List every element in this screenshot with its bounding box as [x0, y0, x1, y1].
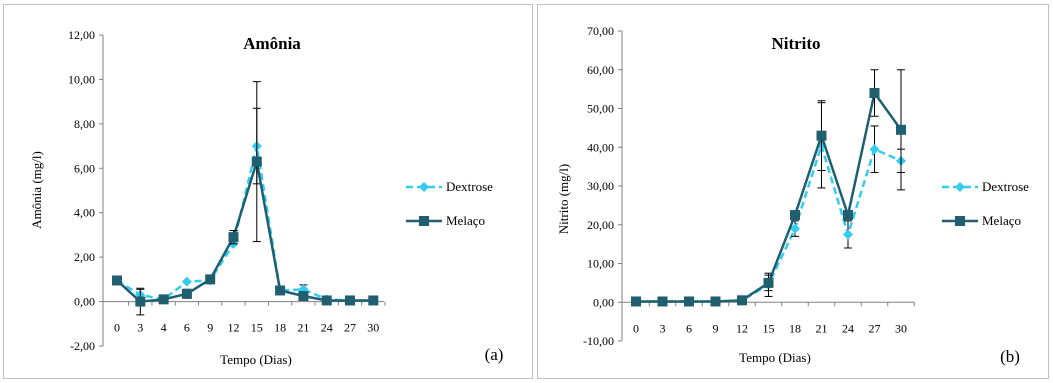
x-tick-label: 30: [895, 321, 907, 335]
data-point-square: [158, 294, 169, 305]
y-axis-label: Amônia (mg/l): [29, 151, 44, 229]
y-tick-label: -2,00: [70, 339, 95, 353]
data-point-square: [763, 277, 774, 288]
x-tick-label: 27: [869, 321, 881, 335]
data-point-square: [251, 156, 262, 167]
chart-title: Amônia: [243, 34, 301, 53]
x-tick-label: 0: [114, 321, 120, 335]
y-tick-label: 0,00: [593, 295, 614, 309]
x-tick-label: 12: [228, 321, 240, 335]
series-line-dextrose: [116, 145, 374, 302]
data-point-square: [368, 295, 379, 306]
x-tick-label: 21: [297, 321, 309, 335]
legend-marker-diamond: [955, 182, 965, 192]
data-point-square: [298, 291, 309, 302]
legend-marker-square: [419, 216, 429, 226]
x-tick-label: 24: [321, 321, 333, 335]
data-point-square: [657, 296, 668, 307]
y-tick-label: 0,00: [74, 295, 95, 309]
data-point-square: [321, 295, 332, 306]
y-tick-label: 8,00: [74, 117, 95, 131]
nitrite-chart-panel: Nitrito Nitrito (mg/l) Tempo (Dias) (b) …: [537, 4, 1049, 379]
series-line-melaço: [116, 161, 374, 303]
y-tick-label: 50,00: [587, 102, 614, 116]
y-tick-label: 10,00: [587, 257, 614, 271]
data-point-square: [112, 275, 122, 286]
x-tick-label: 6: [686, 321, 692, 335]
x-tick-label: 15: [763, 321, 775, 335]
data-point-square: [181, 288, 192, 299]
legend-marker-square: [955, 216, 965, 226]
chart-title: Nitrito: [771, 34, 820, 53]
y-tick-label: 2,00: [74, 250, 95, 264]
y-tick-label: 20,00: [587, 218, 614, 232]
y-tick-label: 60,00: [587, 63, 614, 77]
data-point-square: [737, 295, 747, 306]
x-tick-label: 9: [207, 321, 213, 335]
x-tick-label: 21: [816, 321, 828, 335]
x-tick-label: 4: [161, 321, 167, 335]
x-tick-label: 6: [184, 321, 190, 335]
ammonia-chart-svg: Amônia Amônia (mg/l) Tempo (Dias) (a) -2…: [29, 28, 504, 367]
x-tick-label: 12: [736, 321, 748, 335]
x-tick-label: 27: [344, 321, 356, 335]
legend-label: Melaço: [446, 213, 485, 228]
y-tick-label: 12,00: [68, 28, 95, 42]
data-point-diamond: [181, 276, 192, 287]
y-tick-label: -10,00: [583, 334, 614, 348]
x-tick-label: 0: [633, 321, 639, 335]
data-point-diamond: [869, 144, 880, 155]
data-point-square: [843, 210, 853, 221]
data-point-square: [896, 124, 906, 135]
y-axis-label: Nitrito (mg/l): [556, 164, 571, 234]
data-point-diamond: [790, 223, 800, 234]
nitrite-chart-svg: Nitrito Nitrito (mg/l) Tempo (Dias) (b) …: [556, 24, 1029, 366]
x-tick-label: 18: [274, 321, 286, 335]
y-tick-label: 4,00: [74, 206, 95, 220]
y-tick-label: 30,00: [587, 179, 614, 193]
data-point-square: [135, 296, 146, 307]
x-tick-label: 30: [367, 321, 379, 335]
data-point-square: [275, 285, 286, 296]
data-point-square: [684, 296, 694, 307]
x-axis-label: Tempo (Dias): [220, 352, 292, 367]
data-point-square: [345, 295, 355, 306]
ammonia-chart-panel: Amônia Amônia (mg/l) Tempo (Dias) (a) -2…: [3, 4, 533, 379]
y-tick-label: 70,00: [587, 24, 614, 38]
legend-label: Dextrose: [446, 179, 493, 194]
x-tick-label: 24: [842, 321, 854, 335]
panel-label: (a): [485, 345, 504, 364]
panel-label: (b): [1000, 347, 1020, 366]
y-tick-label: 6,00: [74, 161, 95, 175]
legend-label: Dextrose: [982, 179, 1029, 194]
y-tick-label: 40,00: [587, 140, 614, 154]
data-point-square: [631, 296, 641, 307]
legend-label: Melaço: [982, 213, 1021, 228]
legend-marker-diamond: [419, 182, 429, 192]
y-tick-label: 10,00: [68, 72, 95, 86]
series-line-melaço: [636, 89, 903, 303]
x-tick-label: 3: [660, 321, 666, 335]
data-point-square: [790, 210, 800, 221]
data-point-square: [816, 130, 827, 141]
data-point-diamond: [843, 229, 853, 240]
data-point-square: [205, 274, 216, 285]
x-tick-label: 15: [251, 321, 263, 335]
data-point-square: [710, 296, 721, 307]
x-tick-label: 9: [713, 321, 719, 335]
data-point-square: [228, 232, 239, 243]
x-tick-label: 3: [137, 321, 143, 335]
x-axis-label: Tempo (Dias): [739, 350, 811, 365]
x-tick-label: 18: [789, 321, 801, 335]
data-point-square: [869, 88, 880, 98]
